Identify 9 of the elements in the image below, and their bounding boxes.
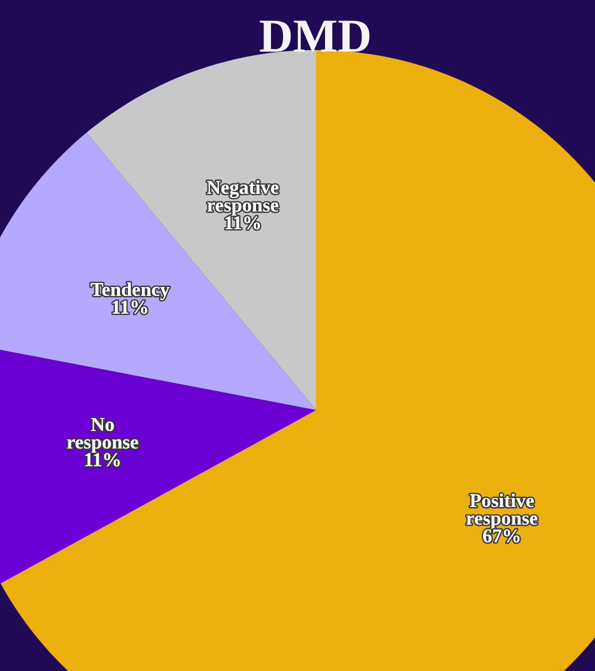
chart-title: DMD xyxy=(260,20,370,52)
data-label: 11% xyxy=(225,216,260,230)
data-label: 67% xyxy=(483,529,520,543)
slice-label: No response xyxy=(67,418,138,453)
data-label: 11% xyxy=(112,300,148,314)
data-label: 11% xyxy=(85,453,120,466)
slice-label: Positive response xyxy=(466,494,538,529)
slice-label: Negative response xyxy=(207,180,278,216)
slice-label: Tendency xyxy=(90,282,170,300)
